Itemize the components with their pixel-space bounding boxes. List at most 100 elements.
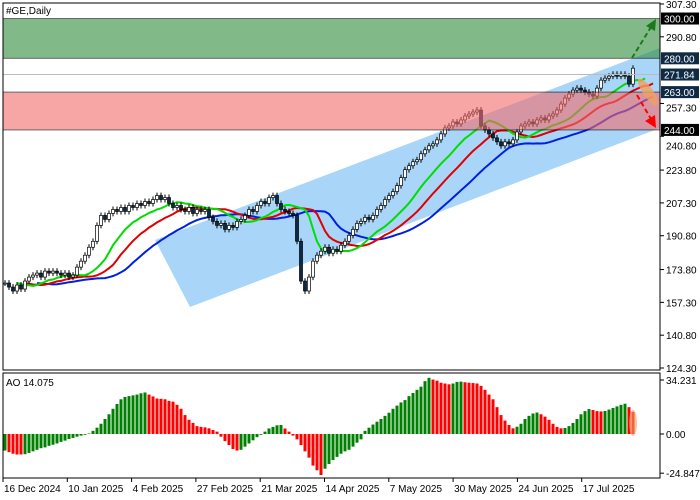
x-tick-label: 16 Dec 2024 <box>4 484 61 495</box>
ao-bar <box>423 381 427 434</box>
candle <box>15 284 19 292</box>
candle <box>411 161 415 167</box>
y-tick-label: 307.30 <box>666 0 697 11</box>
ao-bar <box>275 425 279 434</box>
ao-bar <box>407 396 411 434</box>
ao-bar <box>459 381 463 434</box>
bullish-arrow <box>631 26 652 59</box>
candle <box>371 215 375 220</box>
moving-average-fast <box>16 77 646 288</box>
candle <box>251 209 255 212</box>
price-panel: 307.30 290.80 257.30 240.80 223.80 207.30 190.… <box>2 0 699 375</box>
ao-bar <box>531 413 535 434</box>
candle <box>51 270 55 274</box>
ao-bar <box>91 430 95 434</box>
candle <box>111 209 115 214</box>
ao-bar <box>63 434 67 441</box>
price-level-badge <box>661 123 699 136</box>
ao-bar <box>359 434 363 440</box>
ao-bar <box>619 404 623 434</box>
candle <box>311 260 315 278</box>
ao-bar <box>191 422 195 434</box>
candle <box>375 209 379 216</box>
ao-bar <box>399 402 403 434</box>
candle <box>31 274 35 278</box>
ao-bar <box>347 434 351 450</box>
ao-bar <box>615 406 619 434</box>
candle <box>47 270 51 274</box>
ao-bar <box>159 398 163 434</box>
candle <box>575 87 579 91</box>
candle <box>275 195 279 204</box>
bearish-arrow-head <box>645 115 656 128</box>
candle <box>271 195 275 198</box>
price-level-badge <box>661 86 699 99</box>
candle <box>171 203 175 208</box>
candle <box>115 209 119 212</box>
candle <box>395 185 399 192</box>
candle <box>439 133 443 141</box>
candle <box>507 141 511 145</box>
candle <box>423 149 427 155</box>
ao-bar <box>219 434 223 437</box>
ao-panel: 34.231 0.00 -24.847 16 Dec 2024 10 Jan 2025 4… <box>2 372 700 495</box>
candle <box>219 223 223 226</box>
ao-bar <box>11 434 15 454</box>
ao-bar <box>7 434 11 453</box>
ao-bar <box>223 434 227 442</box>
ao-bar <box>551 423 555 434</box>
candle <box>79 260 83 268</box>
y-tick-label: 124.30 <box>666 364 697 375</box>
candle <box>279 203 283 210</box>
ao-bar <box>75 434 79 437</box>
ao-bar <box>227 434 231 446</box>
candle <box>11 286 15 292</box>
candle <box>391 191 395 196</box>
candle <box>247 209 251 216</box>
bullish-arrow-head <box>646 19 656 31</box>
candle <box>427 145 431 151</box>
price-level-badge <box>661 52 699 65</box>
ao-bar <box>199 426 203 434</box>
ao-bar <box>59 434 63 442</box>
candle <box>403 169 407 178</box>
ao-bar <box>499 415 503 434</box>
ao-bar <box>339 434 343 454</box>
candle <box>75 266 79 276</box>
candle <box>143 201 147 206</box>
candle <box>303 280 307 292</box>
candle <box>231 225 235 228</box>
ao-bar <box>591 410 595 434</box>
ao-bar <box>327 434 331 464</box>
candle <box>335 248 339 252</box>
ao-bar <box>403 400 407 434</box>
ao-highlight-ellipse <box>629 409 637 436</box>
ao-bar <box>127 396 131 434</box>
ao-bar <box>367 427 371 434</box>
candle <box>383 199 387 206</box>
candle <box>91 240 95 248</box>
candle <box>607 75 611 79</box>
ao-bar <box>307 434 311 458</box>
candle <box>3 282 7 285</box>
ao-bar <box>559 428 563 434</box>
ao-bar <box>251 434 255 441</box>
ao-bar <box>371 424 375 434</box>
ao-tick-label: 0.00 <box>666 430 686 441</box>
x-tick-label: 14 Apr 2025 <box>326 484 380 495</box>
chart-title: #GE,Daily <box>6 6 51 17</box>
y-tick-label: 240.80 <box>666 141 697 152</box>
ao-bar <box>151 396 155 434</box>
ao-bar <box>579 414 583 434</box>
ao-bar <box>431 379 435 434</box>
candle <box>431 143 435 147</box>
candle <box>195 209 199 214</box>
ao-bar <box>147 394 151 434</box>
candle <box>223 223 227 230</box>
candle <box>159 195 163 200</box>
ao-bar <box>271 426 275 434</box>
y-tick-label: 140.80 <box>666 331 697 342</box>
ao-bar <box>427 377 431 434</box>
candle <box>267 197 271 204</box>
ao-bar <box>255 434 259 438</box>
